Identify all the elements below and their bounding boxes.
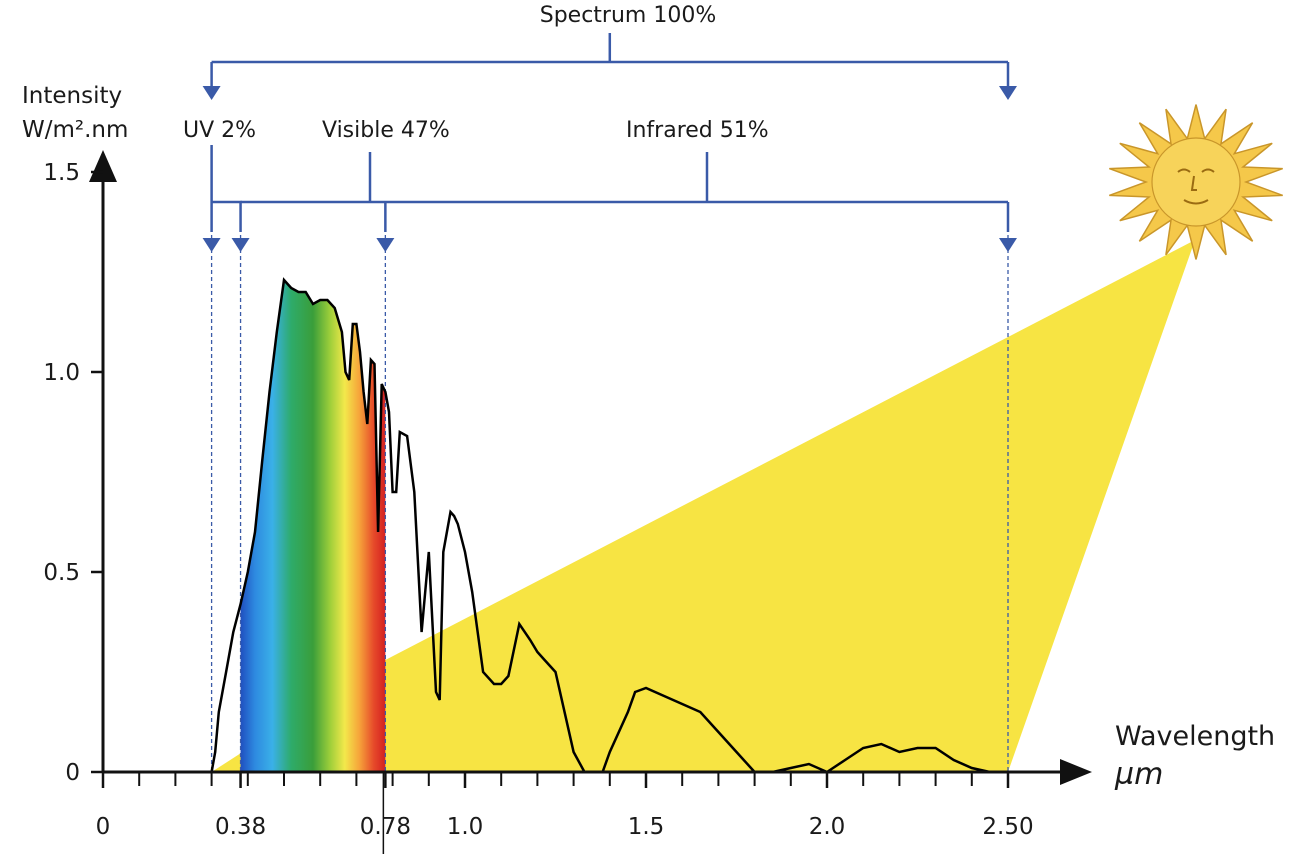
- x-axis-label: Wavelength: [1115, 721, 1275, 752]
- band-label-visible: Visible 47%: [322, 118, 450, 143]
- sun-icon: [1109, 104, 1283, 260]
- y-tick-label: 0: [65, 760, 80, 786]
- x-tick-label: 0.38: [215, 814, 266, 840]
- spectral-irradiance-line: [210, 277, 991, 774]
- y-tick-label: 0.5: [43, 560, 80, 586]
- sun-face-features: [1177, 168, 1215, 205]
- x-tick-label: 2.50: [982, 814, 1033, 840]
- x-tick-label: 0.78: [360, 814, 411, 840]
- sun-face: [1151, 137, 1241, 227]
- bracket-arrowhead: [999, 238, 1017, 252]
- bracket-arrowhead: [231, 238, 250, 252]
- visible-spectrum-fill: [240, 280, 386, 772]
- x-tick-label: 2.0: [809, 814, 846, 840]
- x-axis-arrowhead: [1060, 759, 1092, 785]
- y-tick-label: 1.5: [43, 160, 80, 186]
- x-tick-label: 1.0: [447, 814, 484, 840]
- x-axis-unit: µm: [1114, 757, 1163, 792]
- y-axis-arrowhead: [89, 150, 117, 182]
- sunbeam-area: [211, 240, 1196, 772]
- bracket-arrowhead: [202, 238, 221, 252]
- band-label-infrared: Infrared 51%: [626, 118, 769, 143]
- x-tick-label: 1.5: [628, 814, 665, 840]
- bracket-arrowhead: [376, 238, 395, 252]
- y-tick-label: 1.0: [43, 360, 80, 386]
- spectrum-label: Spectrum 100%: [540, 3, 717, 28]
- bracket-arrowhead: [202, 86, 221, 100]
- band-label-uv: UV 2%: [183, 118, 256, 143]
- y-axis-label-line2: W/m².nm: [22, 117, 128, 143]
- x-tick-label: 0: [96, 814, 111, 840]
- uv-bracket: [211, 200, 242, 232]
- y-axis-label-line1: Intensity: [22, 83, 122, 109]
- bracket-arrowhead: [999, 86, 1017, 100]
